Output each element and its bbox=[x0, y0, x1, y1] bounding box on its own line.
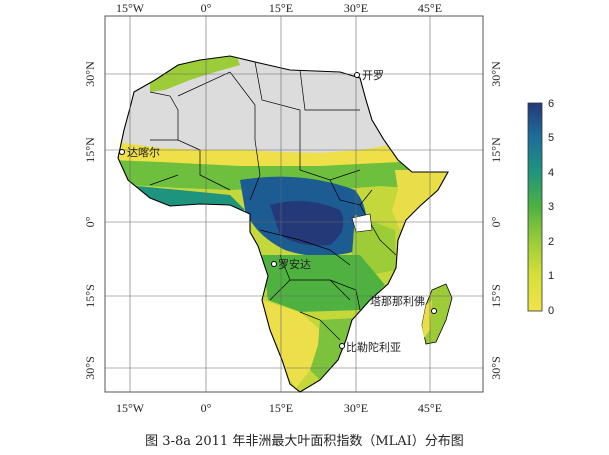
colorbar-tick-1: 1 bbox=[548, 270, 554, 282]
southeast-coast bbox=[310, 318, 356, 382]
colorbar-tick-5: 5 bbox=[548, 132, 554, 144]
lat-tick-left-2: 0° bbox=[83, 216, 97, 227]
colorbar-tick-4: 4 bbox=[548, 167, 554, 179]
lon-tick-top-2: 15°E bbox=[269, 1, 293, 15]
lat-tick-right-3: 15°S bbox=[489, 284, 503, 307]
place-pretoria: 比勒陀利亚 bbox=[339, 340, 401, 354]
lon-tick-top-3: 30°E bbox=[344, 1, 368, 15]
lon-ticks-top: 15°W 0° 15°E 30°E 45°E bbox=[116, 1, 442, 15]
lat-tick-left-1: 15°N bbox=[83, 137, 97, 163]
lai-map: 开罗 达喀尔 罗安达 塔那那利佛 比勒陀利亚 15°W 0° 15°E 30°E… bbox=[83, 1, 554, 415]
place-luanda: 罗安达 bbox=[271, 257, 311, 271]
place-label-antananarivo: 塔那那利佛 bbox=[370, 295, 425, 308]
colorbar-ramp bbox=[527, 102, 543, 312]
maghreb-vegetation bbox=[150, 56, 240, 92]
lat-ticks-right: 30°N 15°N 0° 15°S 30°S bbox=[489, 61, 503, 380]
lat-ticks-left: 30°N 15°N 0° 15°S 30°S bbox=[83, 61, 97, 380]
lat-tick-left-3: 15°S bbox=[83, 284, 97, 307]
kalahari-dry bbox=[262, 300, 320, 388]
colorbar-tick-6: 6 bbox=[548, 98, 554, 110]
place-dakar: 达喀尔 bbox=[119, 146, 160, 159]
place-label-luanda: 罗安达 bbox=[278, 257, 311, 271]
lon-ticks-bottom: 15°W 0° 15°E 30°E 45°E bbox=[116, 401, 442, 415]
place-cairo: 开罗 bbox=[354, 69, 384, 82]
lon-tick-top-0: 15°W bbox=[116, 1, 145, 15]
colorbar-tick-3: 3 bbox=[548, 201, 554, 213]
colorbar: 6 5 4 3 2 1 0 bbox=[527, 98, 554, 317]
lat-tick-left-4: 30°S bbox=[83, 356, 97, 379]
place-label-cairo: 开罗 bbox=[362, 69, 384, 82]
lon-tick-bottom-4: 45°E bbox=[418, 401, 442, 415]
miombo-woodland bbox=[262, 255, 385, 312]
place-label-pretoria: 比勒陀利亚 bbox=[346, 340, 401, 354]
lat-tick-right-0: 30°N bbox=[489, 61, 503, 87]
place-markers: 开罗 达喀尔 罗安达 塔那那利佛 比勒陀利亚 bbox=[119, 69, 437, 354]
figure-caption: 图 3-8a 2011 年非洲最大叶面积指数（MLAI）分布图 bbox=[145, 434, 464, 449]
colorbar-tick-2: 2 bbox=[548, 236, 554, 248]
lon-tick-top-1: 0° bbox=[201, 1, 212, 15]
lon-tick-bottom-1: 0° bbox=[201, 401, 212, 415]
graticule bbox=[105, 16, 483, 392]
horn-dry bbox=[392, 170, 448, 230]
place-antananarivo: 塔那那利佛 bbox=[370, 295, 437, 314]
lon-tick-bottom-2: 15°E bbox=[269, 401, 293, 415]
lat-tick-right-4: 30°S bbox=[489, 356, 503, 379]
lon-tick-bottom-3: 30°E bbox=[344, 401, 368, 415]
lake-victoria bbox=[351, 213, 373, 233]
lat-tick-right-2: 0° bbox=[489, 216, 503, 227]
colorbar-tick-0: 0 bbox=[548, 305, 554, 317]
lat-tick-left-0: 30°N bbox=[83, 61, 97, 87]
lon-tick-top-4: 45°E bbox=[418, 1, 442, 15]
madagascar-west-dry bbox=[422, 300, 432, 338]
place-label-dakar: 达喀尔 bbox=[127, 146, 160, 159]
lat-tick-right-1: 15°N bbox=[489, 137, 503, 163]
congo-core bbox=[270, 201, 344, 246]
lon-tick-bottom-0: 15°W bbox=[116, 401, 145, 415]
